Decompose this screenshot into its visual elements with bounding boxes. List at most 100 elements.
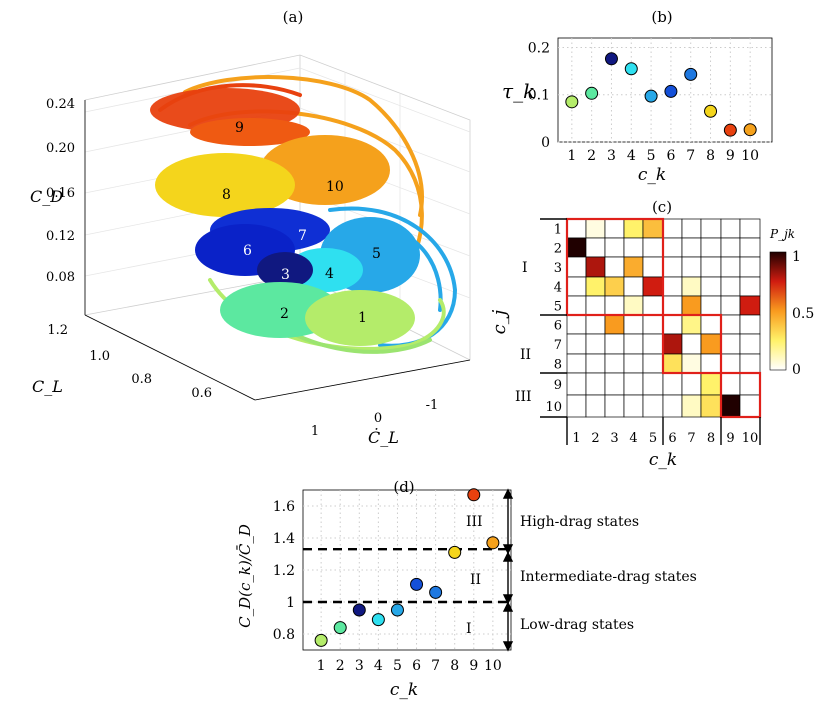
- heatmap-cell: [662, 314, 683, 335]
- heatmap-cell: [720, 256, 741, 278]
- panel-b-yticks: 0 0.1 0.2: [528, 40, 550, 151]
- panel-d-thresholds: [303, 548, 511, 604]
- panel-b-xlabel: c_k: [638, 165, 666, 185]
- x-tick: 10: [741, 148, 759, 164]
- heatmap-cell: [585, 333, 606, 355]
- heatmap-cells: [566, 218, 761, 418]
- heatmap-cell: [585, 218, 606, 239]
- heatmap-cell: [681, 276, 702, 297]
- col-label: 9: [726, 431, 734, 446]
- heatmap-cell: [681, 394, 702, 418]
- z-axis-label: C_D: [30, 187, 63, 206]
- col-label: 4: [629, 431, 637, 446]
- heatmap-cell: [604, 218, 625, 239]
- heatmap-cell: [662, 237, 683, 258]
- heatmap-cell: [604, 276, 625, 297]
- panel-a: (a): [30, 8, 471, 447]
- data-point: [723, 123, 737, 137]
- heatmap-cell: [739, 333, 761, 355]
- heatmap-cell: [662, 394, 683, 418]
- data-point: [644, 89, 658, 103]
- panel-b-points: [565, 52, 757, 137]
- data-point: [448, 545, 462, 559]
- annotation-intermediate-drag: Intermediate-drag states: [520, 569, 697, 585]
- z-tick: 0.20: [46, 141, 75, 156]
- heatmap-cell: [585, 372, 606, 396]
- colorbar-label: P_jk: [769, 227, 795, 241]
- x-tick: 1: [311, 424, 319, 439]
- panel-b-frame: [557, 37, 773, 143]
- heatmap-cell: [662, 218, 683, 239]
- y-tick: 1.2: [273, 563, 295, 579]
- panel-d-ylabel: C_D(c_k)/C̄_D: [236, 524, 254, 628]
- data-point: [314, 633, 328, 647]
- cluster-label: 6: [243, 243, 252, 259]
- heatmap-cell: [642, 372, 664, 396]
- heatmap-cell: [700, 353, 722, 374]
- col-label: 1: [572, 431, 580, 446]
- heatmap-cell: [720, 333, 741, 355]
- heatmap-cell: [642, 353, 664, 374]
- heatmap-cell: [739, 256, 761, 278]
- data-point: [486, 536, 500, 550]
- heatmap-cell: [720, 314, 741, 335]
- cluster-label: 2: [280, 306, 289, 322]
- data-point: [429, 585, 443, 599]
- heatmap-cell: [623, 372, 644, 396]
- heatmap-cell: [566, 394, 587, 418]
- heatmap-cell: [642, 276, 664, 297]
- heatmap-cell: [700, 256, 722, 278]
- z-tick: 0.12: [46, 229, 75, 244]
- heatmap-cell: [585, 314, 606, 335]
- y-tick: 0.8: [131, 372, 152, 387]
- row-label: 3: [554, 261, 562, 276]
- data-point: [371, 613, 385, 627]
- heatmap-cell: [720, 276, 741, 297]
- heatmap-col-labels: 1 2 3 4 5 6 7 8 9 10: [572, 431, 758, 446]
- heatmap-cell: [681, 353, 702, 374]
- heatmap-cell: [720, 353, 741, 374]
- x-tick: 6: [666, 148, 675, 164]
- col-label: 7: [687, 431, 695, 446]
- x-tick: 5: [393, 658, 402, 674]
- colorbar-tick: 0.5: [792, 306, 814, 322]
- heatmap-cell: [739, 394, 761, 418]
- y-tick: 1: [286, 595, 295, 611]
- heatmap-cell: [681, 314, 702, 335]
- heatmap-separators: [540, 218, 761, 445]
- heatmap-cell: [604, 394, 625, 418]
- data-point: [604, 52, 618, 66]
- x-tick: 3: [607, 148, 616, 164]
- heatmap-cell: [604, 333, 625, 355]
- data-point: [704, 104, 718, 118]
- heatmap-cell: [739, 353, 761, 374]
- x-tick: 2: [587, 148, 596, 164]
- group-label: II: [520, 347, 531, 363]
- x-tick: 1: [317, 658, 326, 674]
- heatmap-cell: [604, 256, 625, 278]
- row-label: 10: [545, 400, 562, 415]
- heatmap-cell: [604, 372, 625, 396]
- panel-d-points: [314, 488, 500, 647]
- heatmap-cell: [720, 218, 741, 239]
- cluster-label: 3: [281, 267, 290, 283]
- y-tick: 0.6: [191, 386, 212, 401]
- data-point: [664, 84, 678, 98]
- annotation-high-drag: High-drag states: [520, 514, 639, 530]
- trajectory-clusters: [150, 75, 458, 354]
- heatmap-cell: [623, 256, 644, 278]
- heatmap-group-boxes: [565, 217, 762, 419]
- heatmap-cell: [700, 314, 722, 335]
- heatmap-cell: [739, 218, 761, 239]
- y-tick: 1.6: [273, 499, 295, 515]
- x-tick: 8: [450, 658, 459, 674]
- heatmap-cell: [566, 256, 587, 278]
- annotation-low-drag: Low-drag states: [520, 617, 634, 633]
- x-tick: 10: [484, 658, 502, 674]
- y-tick: 0.8: [273, 627, 295, 643]
- row-label: 4: [554, 281, 562, 296]
- heatmap-xlabel: c_k: [649, 450, 677, 470]
- panel-d: (d) 0.811.21.41.6 1 2 3 4 5 6 7 8 9 10 I II III H…: [236, 478, 697, 700]
- col-label: 8: [707, 431, 715, 446]
